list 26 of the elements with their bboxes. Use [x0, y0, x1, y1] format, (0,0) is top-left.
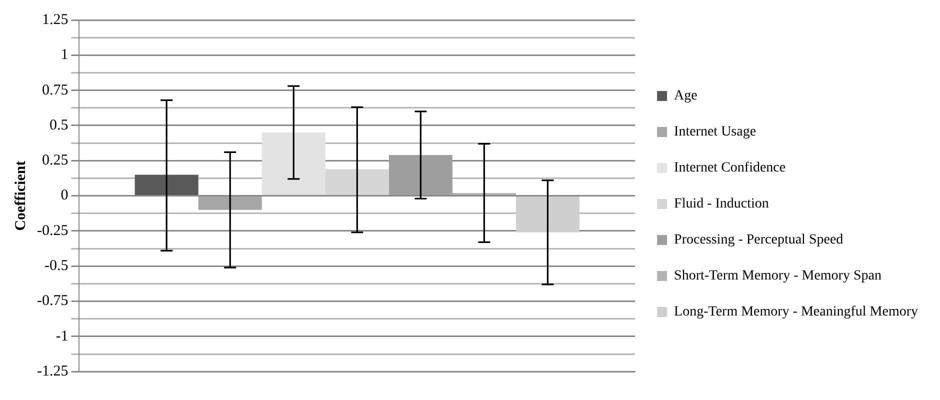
y-tick-label: -0.25 — [36, 222, 68, 239]
y-tick-label: 0.5 — [49, 117, 68, 134]
bar — [388, 155, 452, 196]
bar — [262, 132, 326, 196]
bar — [134, 174, 198, 196]
legend-label: Processing - Perceptual Speed — [674, 232, 844, 248]
legend-label: Short-Term Memory - Memory Span — [674, 268, 882, 284]
legend-label: Internet Confidence — [674, 160, 786, 176]
bar — [198, 196, 262, 210]
y-tick-label: 0.25 — [42, 152, 68, 169]
y-tick-label: -1.25 — [36, 364, 68, 380]
y-tick-label: 0.75 — [42, 82, 68, 98]
bar — [452, 192, 516, 196]
y-tick-label: 1.25 — [42, 12, 68, 28]
y-tick-label: -0.5 — [44, 258, 68, 274]
legend-label: Age — [674, 88, 698, 104]
bar — [325, 169, 389, 196]
bar — [516, 196, 580, 232]
y-tick-label: 1 — [60, 47, 68, 64]
y-tick-label: -0.75 — [36, 293, 68, 310]
legend-label: Long-Term Memory - Meaningful Memory — [674, 304, 918, 320]
y-tick-label: 0 — [60, 188, 68, 204]
legend-label: Internet Usage — [674, 124, 756, 140]
y-axis-title: Coefficient — [12, 160, 29, 231]
y-tick-label: -1 — [56, 328, 68, 344]
legend-label: Fluid - Induction — [674, 196, 769, 212]
